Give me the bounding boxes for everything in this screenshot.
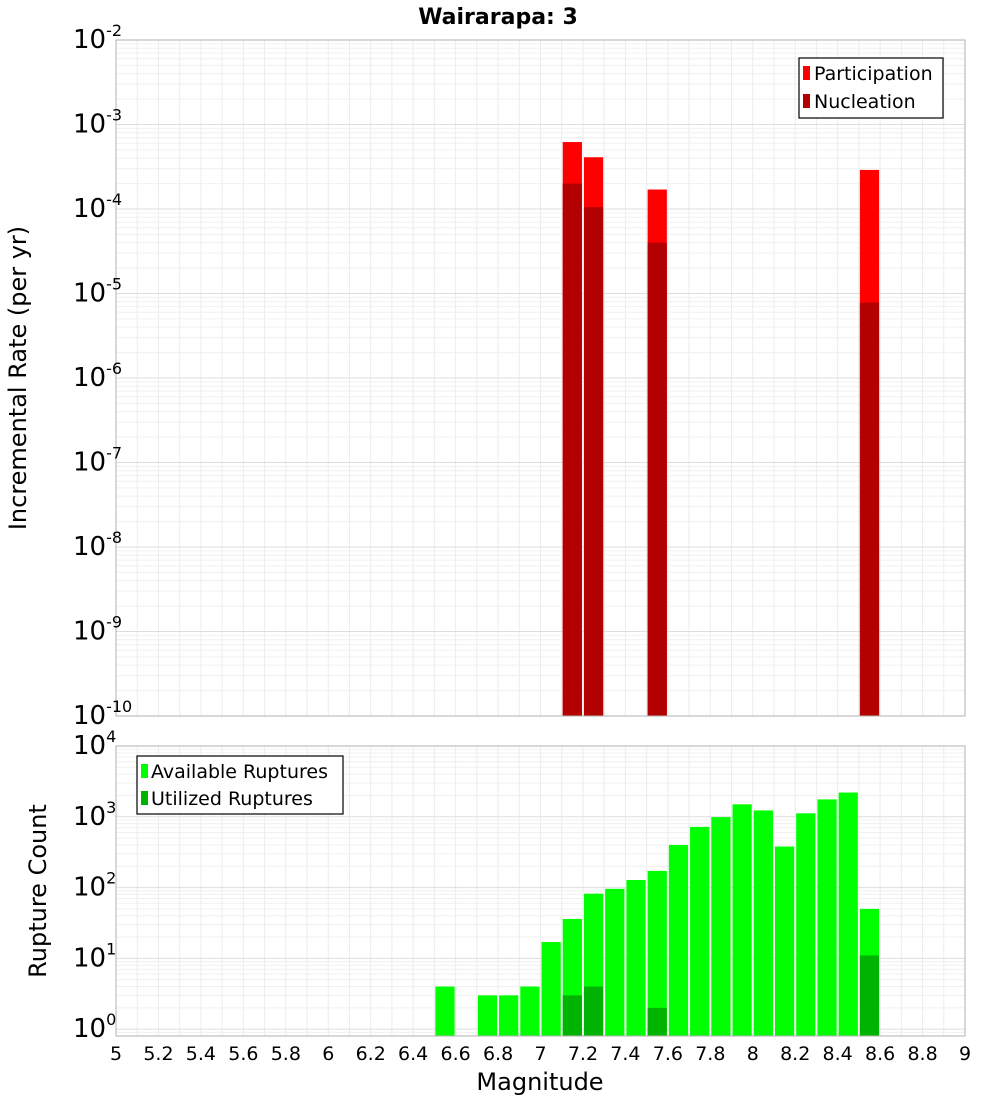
count-bar-available-ruptures [668,844,689,1036]
x-tick-label: 7.2 [568,1043,598,1065]
top-grid [116,40,965,717]
utilized-ruptures-legend-label: Utilized Ruptures [151,788,313,810]
x-tick-label: 6.6 [440,1043,470,1065]
count-bar-available-ruptures [690,826,710,1036]
top-bars [562,142,880,717]
bottom-legend-box [136,755,344,815]
y-tick-label: 10-10 [73,697,132,731]
x-tick-label: 5.4 [186,1043,216,1065]
x-tick-label: 8.6 [865,1043,895,1065]
x-tick-label: 5.8 [271,1043,301,1065]
y-tick-label: 103 [73,798,116,832]
count-bar-available-ruptures [817,799,837,1036]
x-tick-label: 7.8 [695,1043,725,1065]
count-bar-utilized-ruptures [562,995,582,1036]
top-panel: 10-10 10-9 10-8 10-7 10-6 10-5 10-4 10-3 10-2 In… [4,21,966,731]
x-tick-label: 5 [110,1043,122,1065]
x-tick-label: 5.6 [228,1043,258,1065]
count-bar-available-ruptures [626,879,646,1036]
bottom-y-tick-labels: 100 101 102 103 104 [73,727,116,1044]
y-tick-label: 101 [73,939,116,973]
y-tick-label: 10-2 [73,21,122,55]
y-tick-label: 104 [73,727,116,761]
x-tick-label: 6.8 [483,1043,513,1065]
count-bar-available-ruptures [753,810,773,1036]
count-bar-available-ruptures [732,804,752,1036]
rate-bar-nucleation [562,183,582,716]
top-y-axis-label: Incremental Rate (per yr) [4,226,32,530]
x-tick-label: 6.4 [398,1043,428,1065]
x-tick-label: 6.2 [356,1043,386,1065]
count-bar-utilized-ruptures [859,955,880,1036]
count-bar-available-ruptures [838,792,858,1036]
rate-bar-nucleation [583,207,604,716]
bottom-bars [435,792,880,1036]
utilized-ruptures-swatch [141,791,148,805]
bottom-y-axis-label: Rupture Count [24,804,52,978]
rate-bar-nucleation [647,242,667,717]
count-bar-utilized-ruptures [647,1007,667,1036]
y-tick-label: 10-4 [73,190,122,224]
y-tick-label: 10-3 [73,106,122,140]
x-tick-label: 8.4 [823,1043,853,1065]
y-tick-label: 10-9 [73,613,122,647]
count-bar-utilized-ruptures [583,986,604,1036]
x-tick-label: 8 [747,1043,759,1065]
x-tick-label: 8.2 [780,1043,810,1065]
x-tick-labels: 5 5.2 5.4 5.6 5.8 6 6.2 6.4 6.6 6.8 7 7.2 7.4 7.6 7.8 8… [110,1043,971,1065]
count-bar-available-ruptures [435,986,455,1036]
bottom-plot-frame [115,745,966,1037]
rate-bar-nucleation [859,302,880,716]
count-bar-available-ruptures [499,995,519,1036]
count-bar-available-ruptures [541,942,561,1036]
count-bar-available-ruptures [647,870,667,1036]
available-ruptures-legend-label: Available Ruptures [151,761,328,783]
y-tick-label: 10-8 [73,528,122,562]
top-legend: Participation Nucleation [798,57,944,119]
count-bar-available-ruptures [711,817,731,1036]
x-tick-label: 8.8 [907,1043,937,1065]
y-tick-label: 102 [73,869,116,903]
x-tick-label: 7 [534,1043,546,1065]
top-legend-box [798,57,944,119]
count-bar-available-ruptures [774,846,795,1036]
count-bar-available-ruptures [477,995,498,1036]
x-tick-label: 7.4 [610,1043,640,1065]
x-axis-label: Magnitude [476,1068,603,1096]
top-plot-frame [115,39,966,717]
x-tick-label: 9 [959,1043,971,1065]
top-y-tick-labels: 10-10 10-9 10-8 10-7 10-6 10-5 10-4 10-3 10-2 [73,21,132,731]
x-tick-label: 6 [322,1043,334,1065]
y-tick-label: 10-5 [73,275,122,309]
nucleation-swatch [803,94,810,108]
participation-swatch [803,66,810,80]
y-tick-label: 10-7 [73,444,122,478]
chart-title: Wairarapa: 3 [418,5,578,30]
count-bar-available-ruptures [605,888,625,1036]
available-ruptures-swatch [141,764,148,778]
x-tick-label: 5.2 [143,1043,173,1065]
y-tick-label: 10-6 [73,359,122,393]
bottom-panel: 100 101 102 103 104 5 5.2 5.4 5.6 5.8 6 6.2 6.4 6.6 6… [24,727,971,1096]
count-bar-available-ruptures [796,813,816,1036]
participation-legend-label: Participation [814,63,933,85]
nucleation-legend-label: Nucleation [814,91,916,113]
count-bar-available-ruptures [520,986,540,1036]
x-tick-label: 7.6 [653,1043,683,1065]
y-tick-label: 100 [73,1010,116,1044]
bottom-legend: Available Ruptures Utilized Ruptures [136,755,344,815]
